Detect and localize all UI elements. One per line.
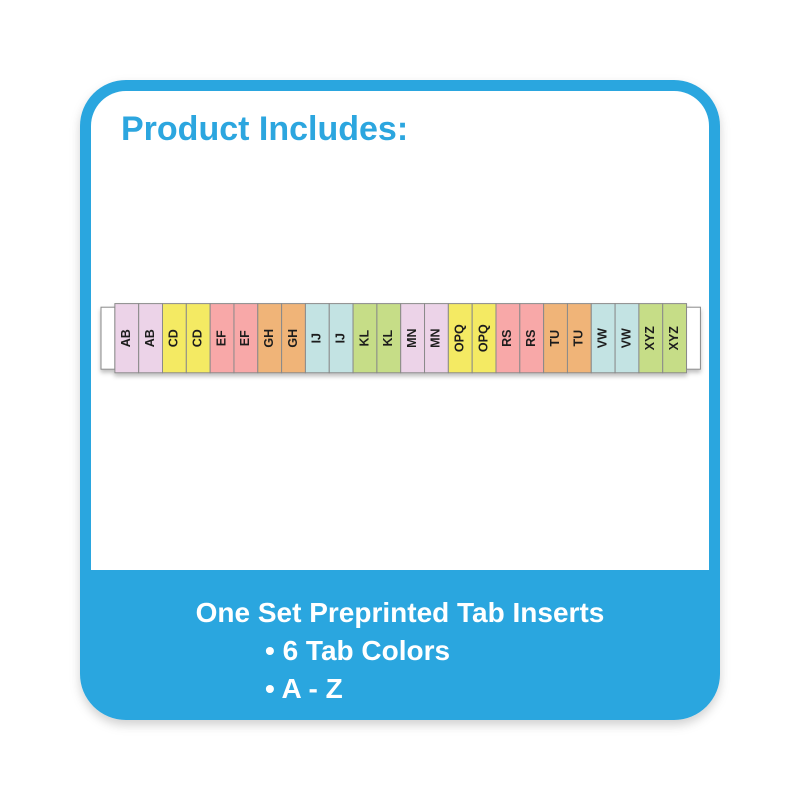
svg-text:KL: KL <box>381 330 395 347</box>
svg-text:EF: EF <box>214 330 228 346</box>
svg-text:AB: AB <box>119 329 133 347</box>
svg-text:TU: TU <box>572 330 586 347</box>
svg-text:IJ: IJ <box>333 333 347 343</box>
svg-text:RS: RS <box>524 330 538 347</box>
svg-text:KL: KL <box>357 330 371 347</box>
svg-text:CD: CD <box>167 329 181 347</box>
svg-text:EF: EF <box>238 330 252 346</box>
svg-text:MN: MN <box>429 328 443 347</box>
svg-text:RS: RS <box>500 330 514 347</box>
svg-text:TU: TU <box>548 330 562 347</box>
svg-text:IJ: IJ <box>310 333 324 343</box>
svg-text:XYZ: XYZ <box>667 326 681 351</box>
svg-text:MN: MN <box>405 328 419 347</box>
svg-text:GH: GH <box>262 329 276 348</box>
svg-text:XYZ: XYZ <box>643 326 657 351</box>
svg-text:AB: AB <box>143 329 157 347</box>
svg-text:GH: GH <box>286 329 300 348</box>
svg-text:VW: VW <box>619 328 633 348</box>
svg-text:VW: VW <box>595 328 609 348</box>
svg-text:OPQ: OPQ <box>453 324 467 352</box>
svg-text:CD: CD <box>191 329 205 347</box>
svg-text:OPQ: OPQ <box>476 324 490 352</box>
